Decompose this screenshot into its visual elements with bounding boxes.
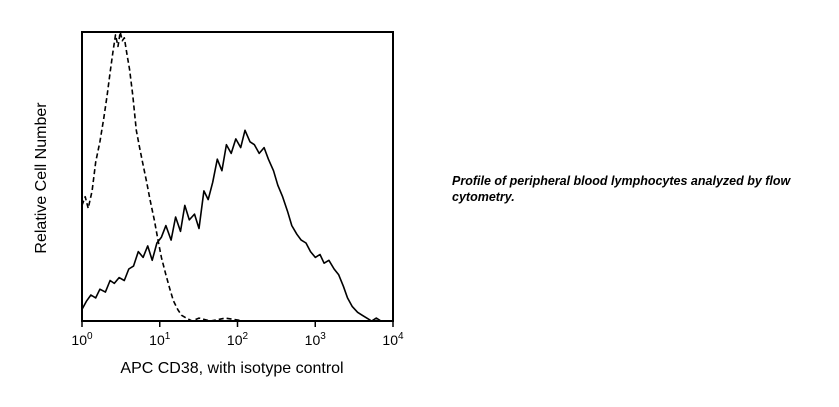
x-tick-label: 103	[305, 331, 327, 348]
x-tick-label: 101	[149, 331, 171, 348]
x-tick-label: 100	[71, 331, 93, 348]
figure-caption: Profile of peripheral blood lymphocytes …	[452, 174, 791, 204]
plot-frame	[81, 31, 394, 322]
histogram-stained-curve	[81, 129, 393, 322]
histogram-curves	[81, 31, 393, 322]
x-tick-label: 102	[227, 331, 249, 348]
histogram-isotype-control-curve	[81, 31, 316, 322]
x-axis-ticks: 100 101 102 103 104	[71, 321, 404, 348]
x-axis-title: APC CD38, with isotype control	[120, 360, 343, 377]
y-axis-title: Relative Cell Number	[33, 102, 50, 254]
x-tick-label: 104	[382, 331, 404, 348]
